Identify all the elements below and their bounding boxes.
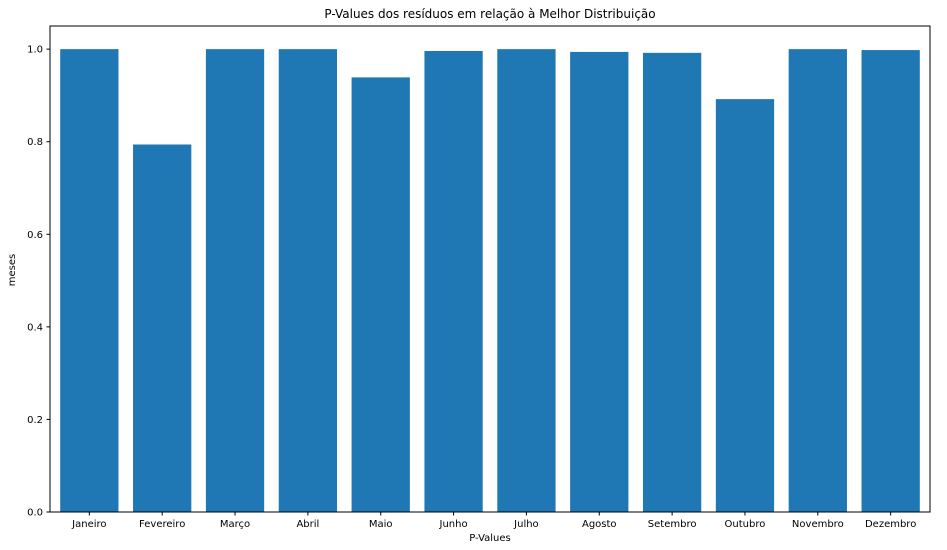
bar-janeiro [60,49,119,513]
bar-setembro [642,52,702,513]
plot-frame [49,25,931,513]
chart-title: P-Values dos resíduos em relação à Melho… [324,7,655,21]
bar-outubro [715,99,775,512]
x-tick-label: Julho [513,519,539,530]
x-tick-label: Janeiro [71,519,106,530]
x-tick-label: Maio [369,519,393,530]
bar-março [205,49,265,513]
bar-fevereiro [133,144,192,512]
x-tick-label: Novembro [792,519,844,530]
bar-novembro [788,49,847,513]
y-tick-label: 0.2 [27,415,43,426]
x-tick-label: Setembro [648,519,697,530]
x-tick-label: Junho [439,519,468,530]
x-tick-label: Agosto [582,519,617,530]
x-axis-label: P-Values [469,533,511,544]
y-tick-label: 1.0 [27,45,43,56]
y-tick-label: 0.0 [27,508,43,519]
y-axis-label: meses [7,254,18,286]
x-tick-label: Abril [296,519,319,530]
bar-maio [351,77,410,513]
bar-agosto [570,51,629,513]
bar-junho [424,50,483,512]
bar-dezembro [861,50,920,512]
y-tick-label: 0.8 [27,137,43,148]
bar-julho [497,49,556,513]
x-axis-ticks: Janeiro Fevereiro Março Abril Maio Junho Julho… [71,512,916,530]
bar-abril [278,49,338,513]
y-axis-ticks: 0.0 0.2 0.4 0.6 0.8 1.0 [27,45,50,519]
bars-group [60,49,920,513]
x-tick-label: Março [220,519,250,530]
x-tick-label: Outubro [725,519,766,530]
x-tick-label: Dezembro [865,519,916,530]
y-tick-label: 0.6 [27,230,43,241]
y-tick-label: 0.4 [27,322,43,333]
x-tick-label: Fevereiro [139,519,185,530]
